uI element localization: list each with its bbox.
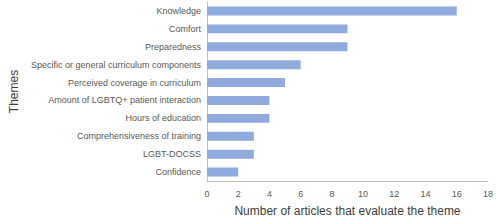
svg-text:Confidence: Confidence: [155, 167, 201, 177]
svg-text:4: 4: [267, 189, 272, 199]
svg-text:Comprehensiveness of training: Comprehensiveness of training: [77, 131, 201, 141]
svg-text:Themes: Themes: [7, 70, 21, 113]
svg-text:2: 2: [236, 189, 241, 199]
svg-text:Comfort: Comfort: [169, 24, 202, 34]
svg-text:Perceived coverage in curricul: Perceived coverage in curriculum: [68, 78, 201, 88]
svg-text:18: 18: [483, 189, 493, 199]
svg-text:Amount of LGBTQ+ patient inter: Amount of LGBTQ+ patient interaction: [48, 95, 201, 105]
svg-text:Preparedness: Preparedness: [145, 42, 202, 52]
svg-text:LGBT-DOCSS: LGBT-DOCSS: [143, 149, 201, 159]
svg-text:10: 10: [358, 189, 368, 199]
svg-text:12: 12: [389, 189, 399, 199]
svg-text:16: 16: [452, 189, 462, 199]
svg-text:Knowledge: Knowledge: [156, 6, 201, 16]
svg-text:0: 0: [204, 189, 209, 199]
svg-text:Hours of education: Hours of education: [125, 113, 201, 123]
svg-text:14: 14: [421, 189, 431, 199]
svg-text:8: 8: [329, 189, 334, 199]
svg-text:6: 6: [298, 189, 303, 199]
svg-text:Number of articles that evalua: Number of articles that evaluate the the…: [234, 204, 460, 218]
svg-text:Specific or general curriculum: Specific or general curriculum component…: [31, 60, 202, 70]
